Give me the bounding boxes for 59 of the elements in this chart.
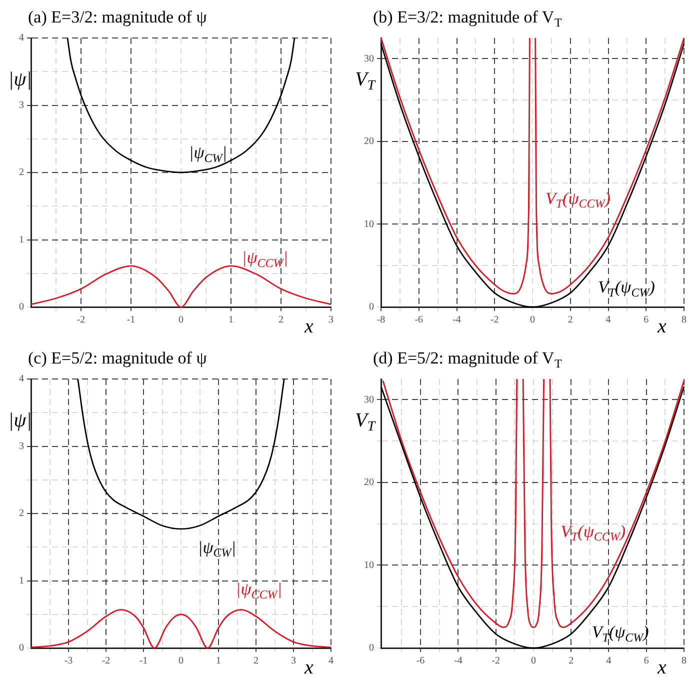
- x-tick-label: -1: [126, 314, 136, 326]
- x-tick-label: 2: [254, 656, 258, 667]
- x-tick-label: -2: [490, 314, 499, 326]
- y-tick-label: 3: [19, 100, 24, 111]
- x-tick-label: -8: [376, 314, 386, 326]
- x-axis-title: x: [656, 315, 667, 338]
- x-tick-label: 8: [682, 656, 686, 667]
- y-tick-label: 20: [364, 136, 374, 148]
- chart-title: (c) E=5/2: magnitude of ψ: [28, 348, 208, 368]
- x-tick-label: 3: [328, 314, 334, 326]
- x-tick-label: -6: [416, 656, 425, 667]
- x-axis-title: x: [304, 656, 314, 678]
- y-tick-label: 2: [19, 508, 24, 520]
- y-axis-title: |ψ|: [8, 409, 32, 432]
- x-tick-label: 1: [216, 656, 221, 667]
- y-tick-label: 0: [19, 302, 24, 313]
- x-tick-label: -3: [64, 656, 73, 667]
- x-tick-label: 6: [644, 314, 649, 326]
- x-tick-label: -4: [454, 656, 462, 667]
- x-tick-label: 2: [568, 656, 574, 667]
- y-tick-label: 1: [19, 234, 24, 246]
- x-tick-label: 8: [682, 314, 686, 326]
- x-tick-label: 4: [606, 656, 612, 667]
- y-tick-label: 1: [19, 575, 24, 586]
- y-tick-label: 0: [369, 302, 374, 313]
- y-axis-title: |ψ|: [8, 68, 32, 90]
- x-tick-label: -2: [76, 314, 86, 326]
- y-tick-label: 4: [19, 374, 24, 385]
- y-tick-label: 0: [19, 642, 24, 654]
- y-tick-label: 10: [364, 218, 374, 230]
- y-tick-label: 2: [19, 167, 24, 178]
- x-tick-label: 1: [228, 314, 234, 326]
- y-tick-label: 20: [364, 477, 374, 488]
- x-tick-label: 3: [291, 656, 296, 667]
- y-tick-label: 10: [364, 560, 374, 571]
- line-series: [77, 378, 285, 530]
- y-tick-label: 30: [364, 53, 374, 64]
- x-tick-label: 0: [178, 314, 184, 326]
- x-tick-label: 2: [568, 314, 573, 326]
- x-tick-label: 0: [530, 314, 535, 326]
- x-tick-label: 0: [530, 656, 536, 667]
- x-tick-label: 4: [328, 656, 334, 667]
- line-series: [66, 37, 296, 174]
- chart-title: (a) E=3/2: magnitude of ψ: [28, 7, 208, 26]
- x-tick-label: -1: [139, 656, 148, 667]
- x-tick-label: 6: [644, 656, 649, 667]
- x-axis-title: x: [304, 315, 314, 338]
- y-tick-label: 4: [19, 32, 24, 44]
- x-axis-title: x: [656, 656, 667, 678]
- x-tick-label: -2: [102, 656, 110, 667]
- y-tick-label: 3: [19, 440, 24, 452]
- y-tick-label: 0: [369, 642, 374, 654]
- x-tick-label: 2: [278, 314, 284, 326]
- x-tick-label: -6: [414, 314, 424, 326]
- x-tick-label: -2: [492, 656, 500, 667]
- x-tick-label: 0: [178, 656, 184, 667]
- x-tick-label: -4: [452, 314, 461, 326]
- y-tick-label: 30: [364, 394, 374, 406]
- x-tick-label: 4: [606, 314, 611, 326]
